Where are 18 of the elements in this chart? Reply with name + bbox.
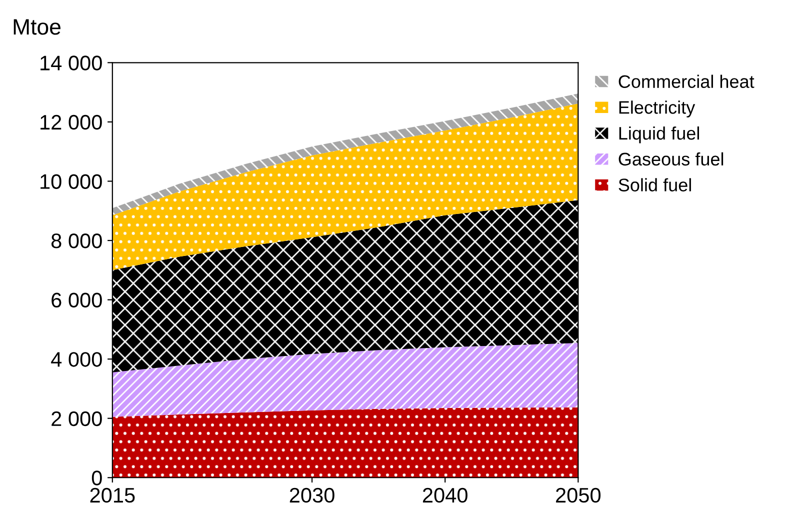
y-tick-label: 2 000 [52, 411, 102, 426]
y-tick-label: 8 000 [51, 233, 102, 248]
y-tick-label: 0 [92, 470, 102, 486]
legend-label: Electricity [619, 100, 696, 118]
legend-label: Gaseous fuel [618, 152, 724, 166]
y-tick-label: 12 000 [40, 114, 102, 130]
legend-label: Liquid fuel [619, 126, 699, 144]
x-tick-label: 2040 [422, 488, 468, 503]
legend-label: Commercial heat [618, 74, 754, 88]
x-tick-label: 2050 [556, 488, 601, 503]
x-tick-label: 2015 [90, 488, 135, 503]
legend-label: Solid fuel [618, 178, 691, 192]
x-tick-label: 2030 [290, 488, 334, 503]
y-tick-label: 6 000 [52, 292, 102, 308]
y-tick-label: 14 000 [40, 56, 102, 70]
y-axis-title: Mtoe [14, 19, 60, 35]
y-tick-label: 10 000 [40, 174, 102, 189]
y-tick-label: 4 000 [51, 352, 102, 367]
